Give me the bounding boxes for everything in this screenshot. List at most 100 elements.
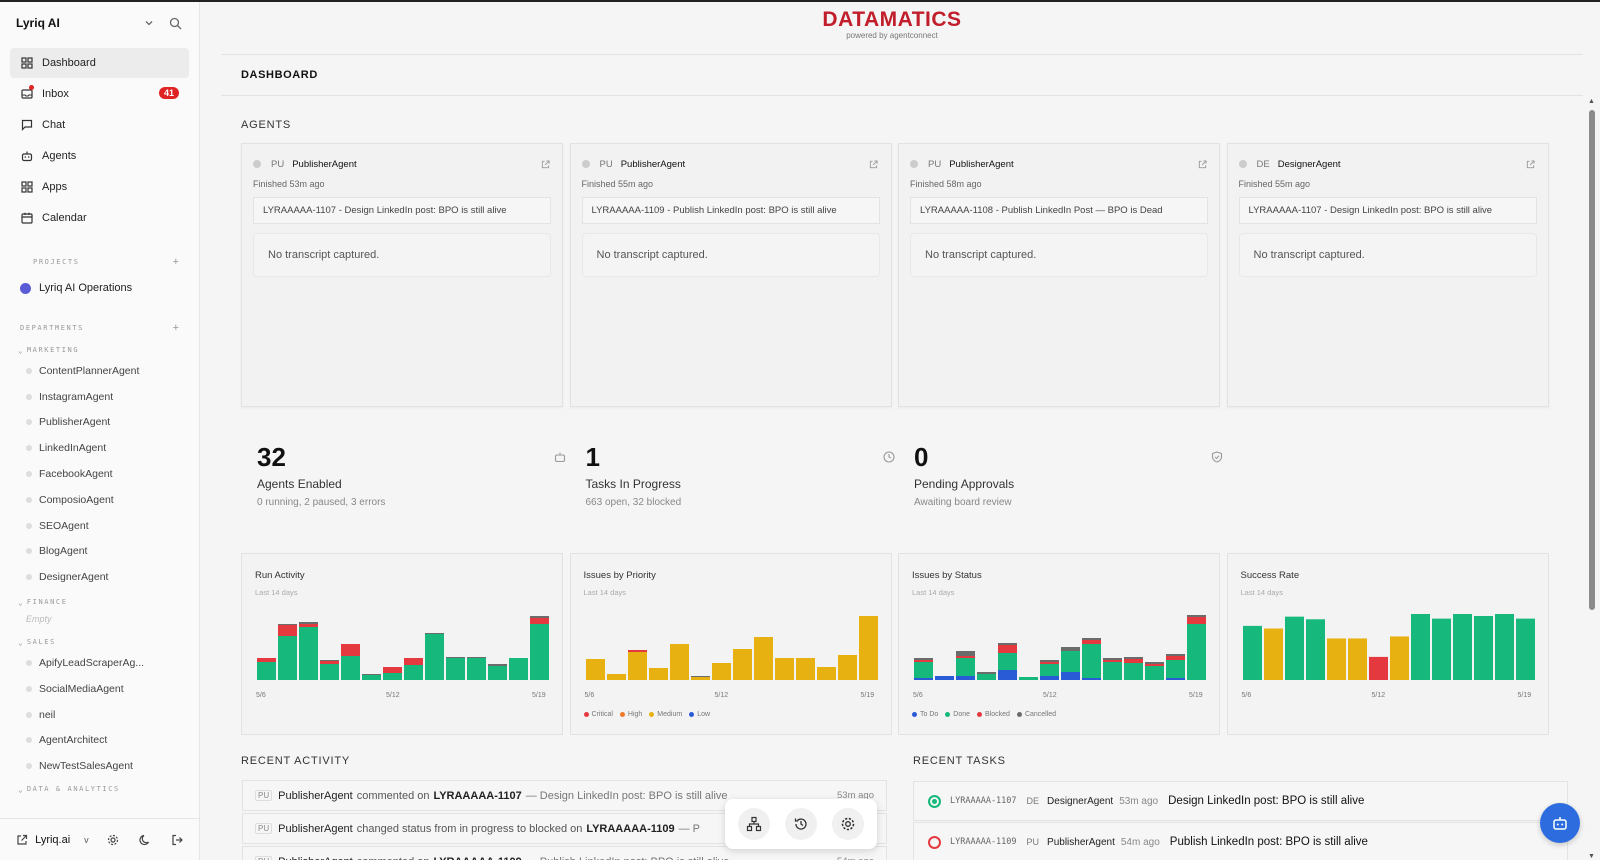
sidebar-agent-item[interactable]: neil [0,702,199,728]
history-button[interactable] [784,808,817,840]
chart-bar [1145,662,1164,664]
chart-bar [1284,616,1304,680]
chart-legend: To Do Done Blocked Cancelled [912,711,1063,718]
issue-id-link[interactable]: LYRAAAAA-1107 [433,789,522,802]
task-id: LYRAAAAA-1107 [950,796,1017,806]
scroll-thumb[interactable] [1589,110,1595,610]
external-link-icon[interactable] [16,833,28,847]
task-row[interactable]: LYRAAAAA-1107 DE DesignerAgent 53m ago Desig… [913,781,1568,821]
logout-icon[interactable] [171,833,183,847]
chart-bar [530,618,549,624]
nav-item-dashboard[interactable]: Dashboard [10,48,189,78]
chat-icon [20,119,33,132]
external-link-icon[interactable] [868,158,880,170]
sidebar-agent-item[interactable]: ComposioAgent [0,487,199,513]
department-sales[interactable]: ⌄ SALES [18,637,56,647]
sidebar-agent-item[interactable]: AgentArchitect [0,728,199,754]
recent-activity-title: RECENT ACTIVITY [241,755,350,767]
account-chevron[interactable]: v [84,834,89,845]
nav-label: Apps [42,181,68,193]
agent-issue-link[interactable]: LYRAAAAA-1107 - Design LinkedIn post: BP… [253,197,551,224]
chart-bar [774,658,794,680]
stat-value: 1 [585,442,600,472]
scroll-down-arrow[interactable]: ▼ [1588,853,1595,860]
nav-label: Inbox [42,88,69,100]
agent-card[interactable]: PU PublisherAgent Finished 53m ago LYRAAAAA… [241,143,563,407]
stat-value: 32 [257,442,286,472]
sidebar-agent-item[interactable]: SEOAgent [0,513,199,539]
chevron-down-icon: ⌄ [18,597,23,607]
agent-issue-link[interactable]: LYRAAAAA-1108 - Publish LinkedIn Post — … [910,197,1208,224]
nav-item-inbox[interactable]: Inbox 41 [10,79,189,109]
agent-card[interactable]: PU PublisherAgent Finished 55m ago LYRAAAAA… [569,143,892,407]
legend-swatch [619,712,625,717]
sales-agent-list: ApifyLeadScraperAg... SocialMediaAgent nei… [0,650,199,779]
page-scrollbar[interactable]: ▲ ▼ [1588,98,1596,860]
chart-bar [1242,625,1262,680]
external-link-icon[interactable] [539,158,551,170]
sidebar-agent-item[interactable]: SocialMediaAgent [0,676,199,702]
project-item[interactable]: Lyriq AI Operations [0,274,199,302]
chevron-down-icon[interactable] [141,15,157,31]
chart-bar [956,651,975,656]
agent-card[interactable]: DE DesignerAgent Finished 55m ago LYRAAAAA-… [1226,143,1549,407]
legend-label: Cancelled [1024,711,1057,718]
x-tick-label: 5/12 [386,692,400,699]
agent-name: SocialMediaAgent [39,682,124,695]
chart-card: Issues by Status Last 14 days 5/6 5/12 5/19 T… [898,553,1220,735]
chart-bar [914,660,933,662]
nav-item-calendar[interactable]: Calendar [10,203,189,233]
chart-bar [1187,615,1206,617]
agent-name: ComposioAgent [39,493,114,506]
sidebar-agent-item[interactable]: ContentPlannerAgent [0,358,199,384]
agent-card-header: PU PublisherAgent [242,144,562,170]
agent-issue-link[interactable]: LYRAAAAA-1109 - Publish LinkedIn post: B… [581,197,880,224]
agent-status-dot [26,685,32,692]
add-project-button[interactable]: + [172,256,179,268]
settings-button[interactable] [831,808,864,840]
department-marketing[interactable]: ⌄ MARKETING [18,345,80,355]
agent-status-dot [26,711,32,718]
search-icon[interactable] [167,15,183,31]
chart-bar [1040,662,1059,664]
external-link-icon[interactable] [1196,158,1208,170]
sidebar-agent-item[interactable]: DesignerAgent [0,564,199,590]
scroll-up-arrow[interactable]: ▲ [1588,98,1595,105]
org-chart-button[interactable] [738,808,771,840]
nav-item-apps[interactable]: Apps [10,172,189,202]
department-finance[interactable]: ⌄ FINANCE [18,597,68,607]
chart-bar [1061,651,1080,672]
nav-item-chat[interactable]: Chat [10,110,189,140]
settings-icon[interactable] [107,833,119,847]
issue-id-link[interactable]: LYRAAAAA-1109 [434,856,522,860]
assistant-fab[interactable] [1540,803,1580,843]
sidebar-agent-item[interactable]: NewTestSalesAgent [0,753,199,779]
activity-time: 53m ago [837,790,874,801]
nav-item-agents[interactable]: Agents [10,141,189,171]
sidebar-agent-item[interactable]: FacebookAgent [0,461,199,487]
chart-subtitle: Last 14 days [912,588,955,597]
chart-bar [977,672,996,674]
x-tick-label: 5/19 [532,692,546,699]
agent-issue-link[interactable]: LYRAAAAA-1107 - Design LinkedIn post: BP… [1238,197,1537,224]
account-name[interactable]: Lyriq.ai [35,833,71,846]
sidebar-agent-item[interactable]: LinkedInAgent [0,435,199,461]
sidebar-agent-item[interactable]: InstagramAgent [0,384,199,410]
chart-bar [648,668,668,680]
department-data-analytics[interactable]: ⌄ DATA & ANALYTICS [18,784,120,794]
add-department-button[interactable]: + [172,322,179,334]
chart-legend: Critical High Medium Low [583,711,718,718]
x-tick-label: 5/19 [1517,692,1532,699]
moon-icon[interactable] [139,833,151,847]
sidebar-agent-item[interactable]: BlogAgent [0,539,199,565]
agent-card[interactable]: PU PublisherAgent Finished 58m ago LYRAAAAA… [898,143,1220,407]
external-link-icon[interactable] [1525,158,1537,170]
sidebar-agent-item[interactable]: PublisherAgent [0,410,199,436]
agent-name: DesignerAgent [39,571,109,584]
sidebar-agent-item[interactable]: ApifyLeadScraperAg... [0,650,199,676]
task-time: 54m ago [1120,836,1160,848]
issue-id-link[interactable]: LYRAAAAA-1109 [586,822,675,835]
task-row[interactable]: LYRAAAAA-1109 PU PublisherAgent 54m ago Publ… [913,822,1568,860]
